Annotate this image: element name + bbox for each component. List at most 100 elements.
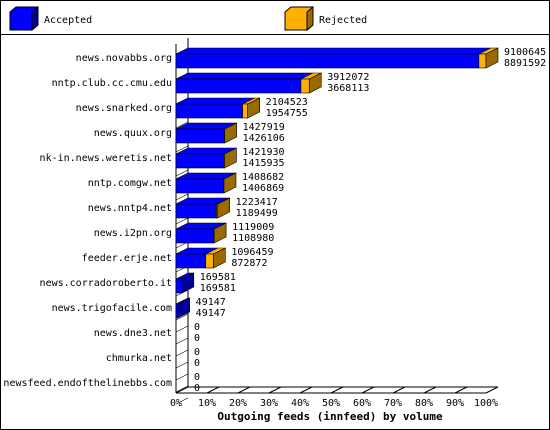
y-tick-label: feeder.erje.net	[82, 253, 172, 264]
x-tick-label: 60%	[353, 398, 371, 409]
bar-rejected	[223, 172, 237, 194]
bar-side	[485, 47, 499, 69]
wall-hatch	[175, 217, 189, 225]
bar-front	[175, 178, 225, 194]
bar-rejected	[223, 147, 237, 169]
wall-hatch	[175, 385, 189, 393]
legend-swatch-side	[31, 5, 39, 32]
y-tick-label: news.dne3.net	[94, 328, 172, 339]
bar-side	[177, 297, 190, 319]
bar-front	[175, 128, 225, 144]
bar-side	[181, 272, 195, 294]
x-tick	[237, 386, 251, 394]
y-tick-label: news.novabbs.org	[76, 53, 172, 64]
x-tick-label: 70%	[384, 398, 402, 409]
wall-hatch	[175, 325, 189, 333]
bar-rejected	[300, 72, 322, 94]
y-tick-label: chmurka.net	[106, 353, 172, 364]
bar-accepted	[175, 297, 190, 319]
wall-hatch	[175, 313, 189, 321]
bar-front	[175, 78, 302, 94]
value-label: 2104523	[266, 97, 308, 108]
x-tick-label: 80%	[415, 398, 433, 409]
x-tick-label: 0%	[170, 398, 182, 409]
legend-item: Rejected	[284, 5, 367, 32]
wall-hatch	[175, 373, 189, 381]
bar-rejected	[224, 122, 237, 144]
bar-accepted	[175, 222, 226, 244]
wall-hatch	[175, 337, 189, 345]
value-label: 0	[194, 358, 200, 369]
value-label: 0	[194, 333, 200, 344]
x-tick-label: 10%	[198, 398, 216, 409]
bar-front	[175, 228, 215, 244]
wall-hatch	[175, 169, 189, 177]
value-label: 1415935	[242, 158, 284, 169]
x-tick	[423, 386, 437, 394]
bar-side	[224, 122, 237, 144]
bar-rejected	[242, 97, 260, 119]
legend-label: Accepted	[44, 15, 92, 26]
bar-front	[478, 53, 487, 69]
value-label: 0	[194, 322, 200, 333]
bar-side	[217, 197, 230, 219]
x-tick	[485, 386, 499, 394]
y-tick-label: newsfeed.endofthelinebbs.com	[3, 378, 172, 389]
value-label: 49147	[196, 297, 226, 308]
x-tick	[268, 386, 282, 394]
value-label: 8891592	[504, 58, 546, 69]
bar-front	[242, 103, 248, 119]
bar-front	[175, 278, 183, 294]
wall-hatch	[175, 349, 189, 357]
value-label: 872872	[231, 258, 267, 269]
y-tick-label: news.i2pn.org	[94, 228, 172, 239]
bar-front	[300, 78, 310, 94]
value-label: 3912072	[327, 72, 369, 83]
y-tick-label: news.nntp4.net	[88, 203, 172, 214]
value-label: 9100645	[504, 47, 546, 58]
wall-hatch	[175, 361, 189, 369]
value-label: 1108980	[232, 233, 274, 244]
x-tick	[330, 386, 344, 394]
bar-front	[175, 53, 480, 69]
y-tick-label: news.corradoroberto.it	[40, 278, 172, 289]
x-tick-label: 40%	[291, 398, 309, 409]
bar-accepted	[175, 72, 314, 94]
y-tick-label: news.trigofacile.com	[52, 303, 172, 314]
x-tick-label: 20%	[229, 398, 247, 409]
value-label: 0	[194, 347, 200, 358]
value-label: 1408682	[242, 172, 284, 183]
y-tick-label: nntp.club.cc.cmu.edu	[52, 78, 172, 89]
value-label: 1421930	[242, 147, 284, 158]
value-label: 3668113	[327, 83, 369, 94]
value-label: 1427919	[243, 122, 285, 133]
y-tick-label: news.quux.org	[94, 128, 172, 139]
legend-item: Accepted	[9, 5, 92, 32]
value-label: 49147	[196, 308, 226, 319]
x-tick	[299, 386, 313, 394]
value-label: 1096459	[231, 247, 273, 258]
x-tick-label: 90%	[446, 398, 464, 409]
bar-side	[223, 172, 237, 194]
bar-top	[175, 97, 255, 105]
bar-accepted	[175, 272, 195, 294]
bar-side	[247, 97, 260, 119]
x-tick-label: 50%	[322, 398, 340, 409]
wall-hatch	[175, 145, 189, 153]
wall-hatch	[175, 397, 189, 405]
x-tick	[206, 386, 220, 394]
bar-rejected	[216, 197, 230, 219]
value-label: 1119009	[232, 222, 274, 233]
bar-side	[213, 247, 226, 269]
y-tick-label: nntp.comgw.net	[88, 178, 172, 189]
value-label: 1406869	[242, 183, 284, 194]
legend-label: Rejected	[319, 15, 367, 26]
value-label: 169581	[200, 283, 236, 294]
bar-side	[308, 72, 322, 94]
bar-front	[175, 203, 217, 219]
wall-hatch	[175, 193, 189, 201]
value-label: 1426106	[243, 133, 285, 144]
bar-side	[224, 147, 237, 169]
bar-front	[175, 253, 207, 269]
